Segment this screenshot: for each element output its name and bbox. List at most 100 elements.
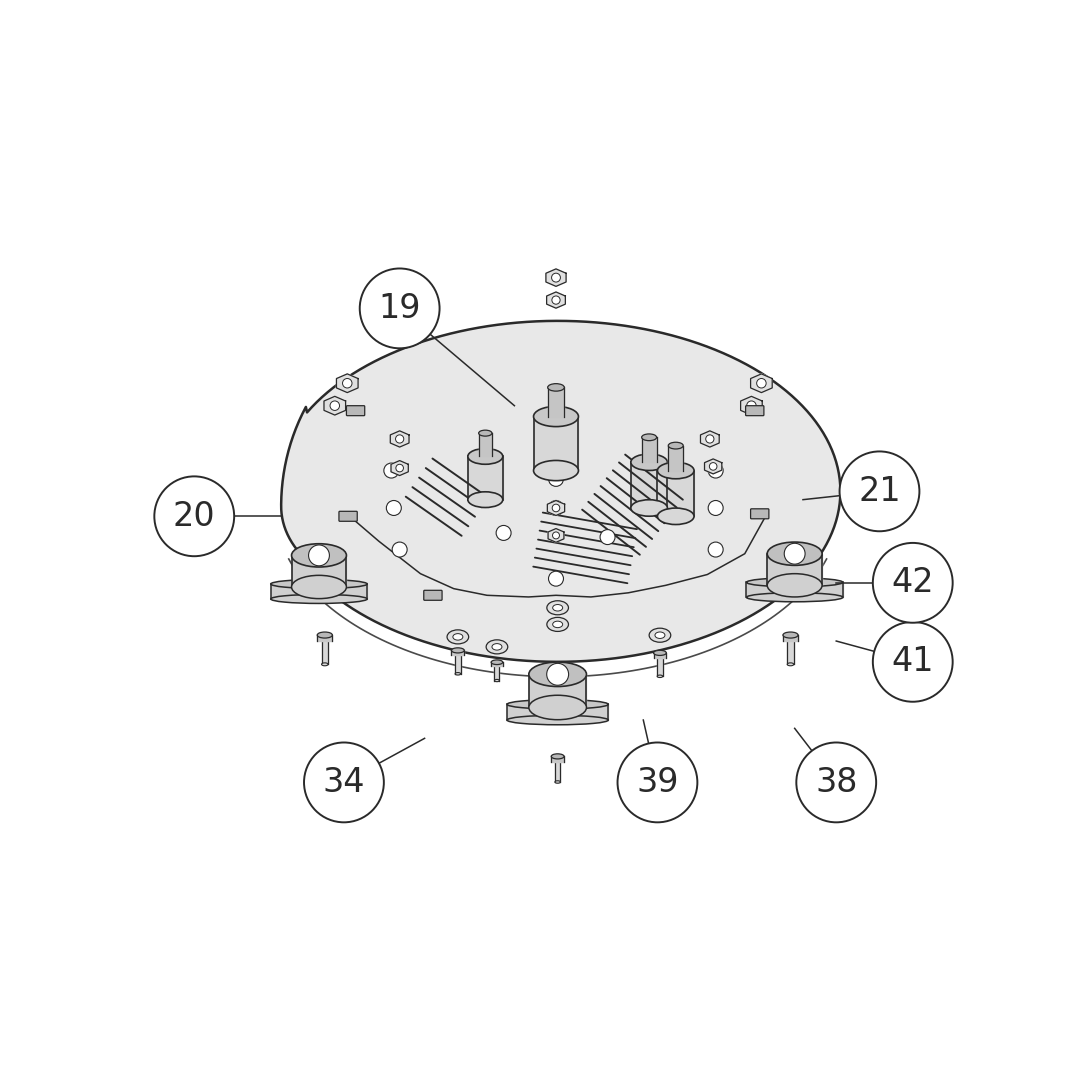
Ellipse shape <box>746 578 842 586</box>
Text: 41: 41 <box>891 646 934 678</box>
Ellipse shape <box>669 442 684 449</box>
Polygon shape <box>292 555 347 588</box>
Circle shape <box>546 663 568 685</box>
Circle shape <box>708 463 724 478</box>
Ellipse shape <box>453 634 463 640</box>
Ellipse shape <box>507 715 608 725</box>
Polygon shape <box>642 437 657 462</box>
Ellipse shape <box>658 508 694 525</box>
Circle shape <box>757 378 766 388</box>
Ellipse shape <box>631 500 667 516</box>
Circle shape <box>873 622 953 702</box>
Ellipse shape <box>271 594 367 604</box>
FancyBboxPatch shape <box>423 591 442 600</box>
Ellipse shape <box>653 650 666 656</box>
Circle shape <box>600 529 615 544</box>
Ellipse shape <box>534 460 579 481</box>
Circle shape <box>552 296 561 305</box>
Circle shape <box>549 571 564 586</box>
Ellipse shape <box>551 754 564 759</box>
Ellipse shape <box>486 639 508 653</box>
Ellipse shape <box>649 629 671 643</box>
Ellipse shape <box>478 430 492 436</box>
Polygon shape <box>281 321 840 662</box>
Text: 42: 42 <box>891 566 934 599</box>
Polygon shape <box>324 396 346 415</box>
Circle shape <box>392 542 407 557</box>
Polygon shape <box>507 704 608 720</box>
Ellipse shape <box>767 542 822 565</box>
Ellipse shape <box>468 448 503 464</box>
Circle shape <box>873 543 953 623</box>
Circle shape <box>552 504 559 512</box>
Ellipse shape <box>631 454 667 471</box>
Polygon shape <box>548 388 565 417</box>
Text: 20: 20 <box>173 500 216 532</box>
Polygon shape <box>491 662 503 666</box>
Polygon shape <box>545 269 566 286</box>
Circle shape <box>705 435 714 443</box>
Polygon shape <box>704 459 721 474</box>
Circle shape <box>342 378 352 388</box>
Polygon shape <box>767 554 822 585</box>
Polygon shape <box>318 635 333 642</box>
Polygon shape <box>658 471 694 516</box>
Polygon shape <box>631 462 667 508</box>
Ellipse shape <box>529 662 586 687</box>
Ellipse shape <box>451 648 464 653</box>
Text: 38: 38 <box>815 766 858 799</box>
Ellipse shape <box>292 543 347 567</box>
Polygon shape <box>529 674 586 707</box>
Polygon shape <box>653 653 666 658</box>
Ellipse shape <box>546 600 568 615</box>
Polygon shape <box>534 417 579 471</box>
Ellipse shape <box>654 632 665 638</box>
Ellipse shape <box>548 383 565 391</box>
Polygon shape <box>271 584 367 599</box>
Polygon shape <box>751 374 772 393</box>
Polygon shape <box>746 582 842 597</box>
Circle shape <box>549 500 564 515</box>
Circle shape <box>154 476 234 556</box>
Ellipse shape <box>507 700 608 710</box>
Text: 19: 19 <box>378 292 421 325</box>
Polygon shape <box>555 761 561 782</box>
Text: 34: 34 <box>323 766 365 799</box>
Ellipse shape <box>658 675 663 677</box>
Polygon shape <box>741 396 762 415</box>
Ellipse shape <box>546 618 568 632</box>
Circle shape <box>784 543 805 564</box>
Circle shape <box>309 545 329 566</box>
Circle shape <box>552 273 561 282</box>
Polygon shape <box>551 756 564 761</box>
Polygon shape <box>669 446 684 471</box>
Circle shape <box>549 471 564 486</box>
Circle shape <box>708 500 724 515</box>
Circle shape <box>305 742 383 822</box>
Circle shape <box>360 269 440 349</box>
Polygon shape <box>322 642 328 664</box>
Circle shape <box>746 401 756 410</box>
Circle shape <box>387 500 402 515</box>
Polygon shape <box>495 666 499 680</box>
Circle shape <box>553 532 559 539</box>
Ellipse shape <box>495 679 499 681</box>
Ellipse shape <box>468 491 503 508</box>
FancyBboxPatch shape <box>347 406 365 416</box>
Ellipse shape <box>553 605 563 611</box>
Polygon shape <box>658 658 663 676</box>
Text: 39: 39 <box>636 766 678 799</box>
Circle shape <box>618 742 698 822</box>
Circle shape <box>496 526 511 540</box>
Ellipse shape <box>658 462 694 478</box>
Circle shape <box>396 464 404 472</box>
Circle shape <box>330 401 339 410</box>
Polygon shape <box>546 292 565 308</box>
Ellipse shape <box>746 593 842 602</box>
Ellipse shape <box>271 580 367 589</box>
Polygon shape <box>783 635 798 642</box>
Text: 21: 21 <box>859 475 901 508</box>
Ellipse shape <box>455 673 460 675</box>
Polygon shape <box>787 642 794 664</box>
Polygon shape <box>701 431 719 447</box>
